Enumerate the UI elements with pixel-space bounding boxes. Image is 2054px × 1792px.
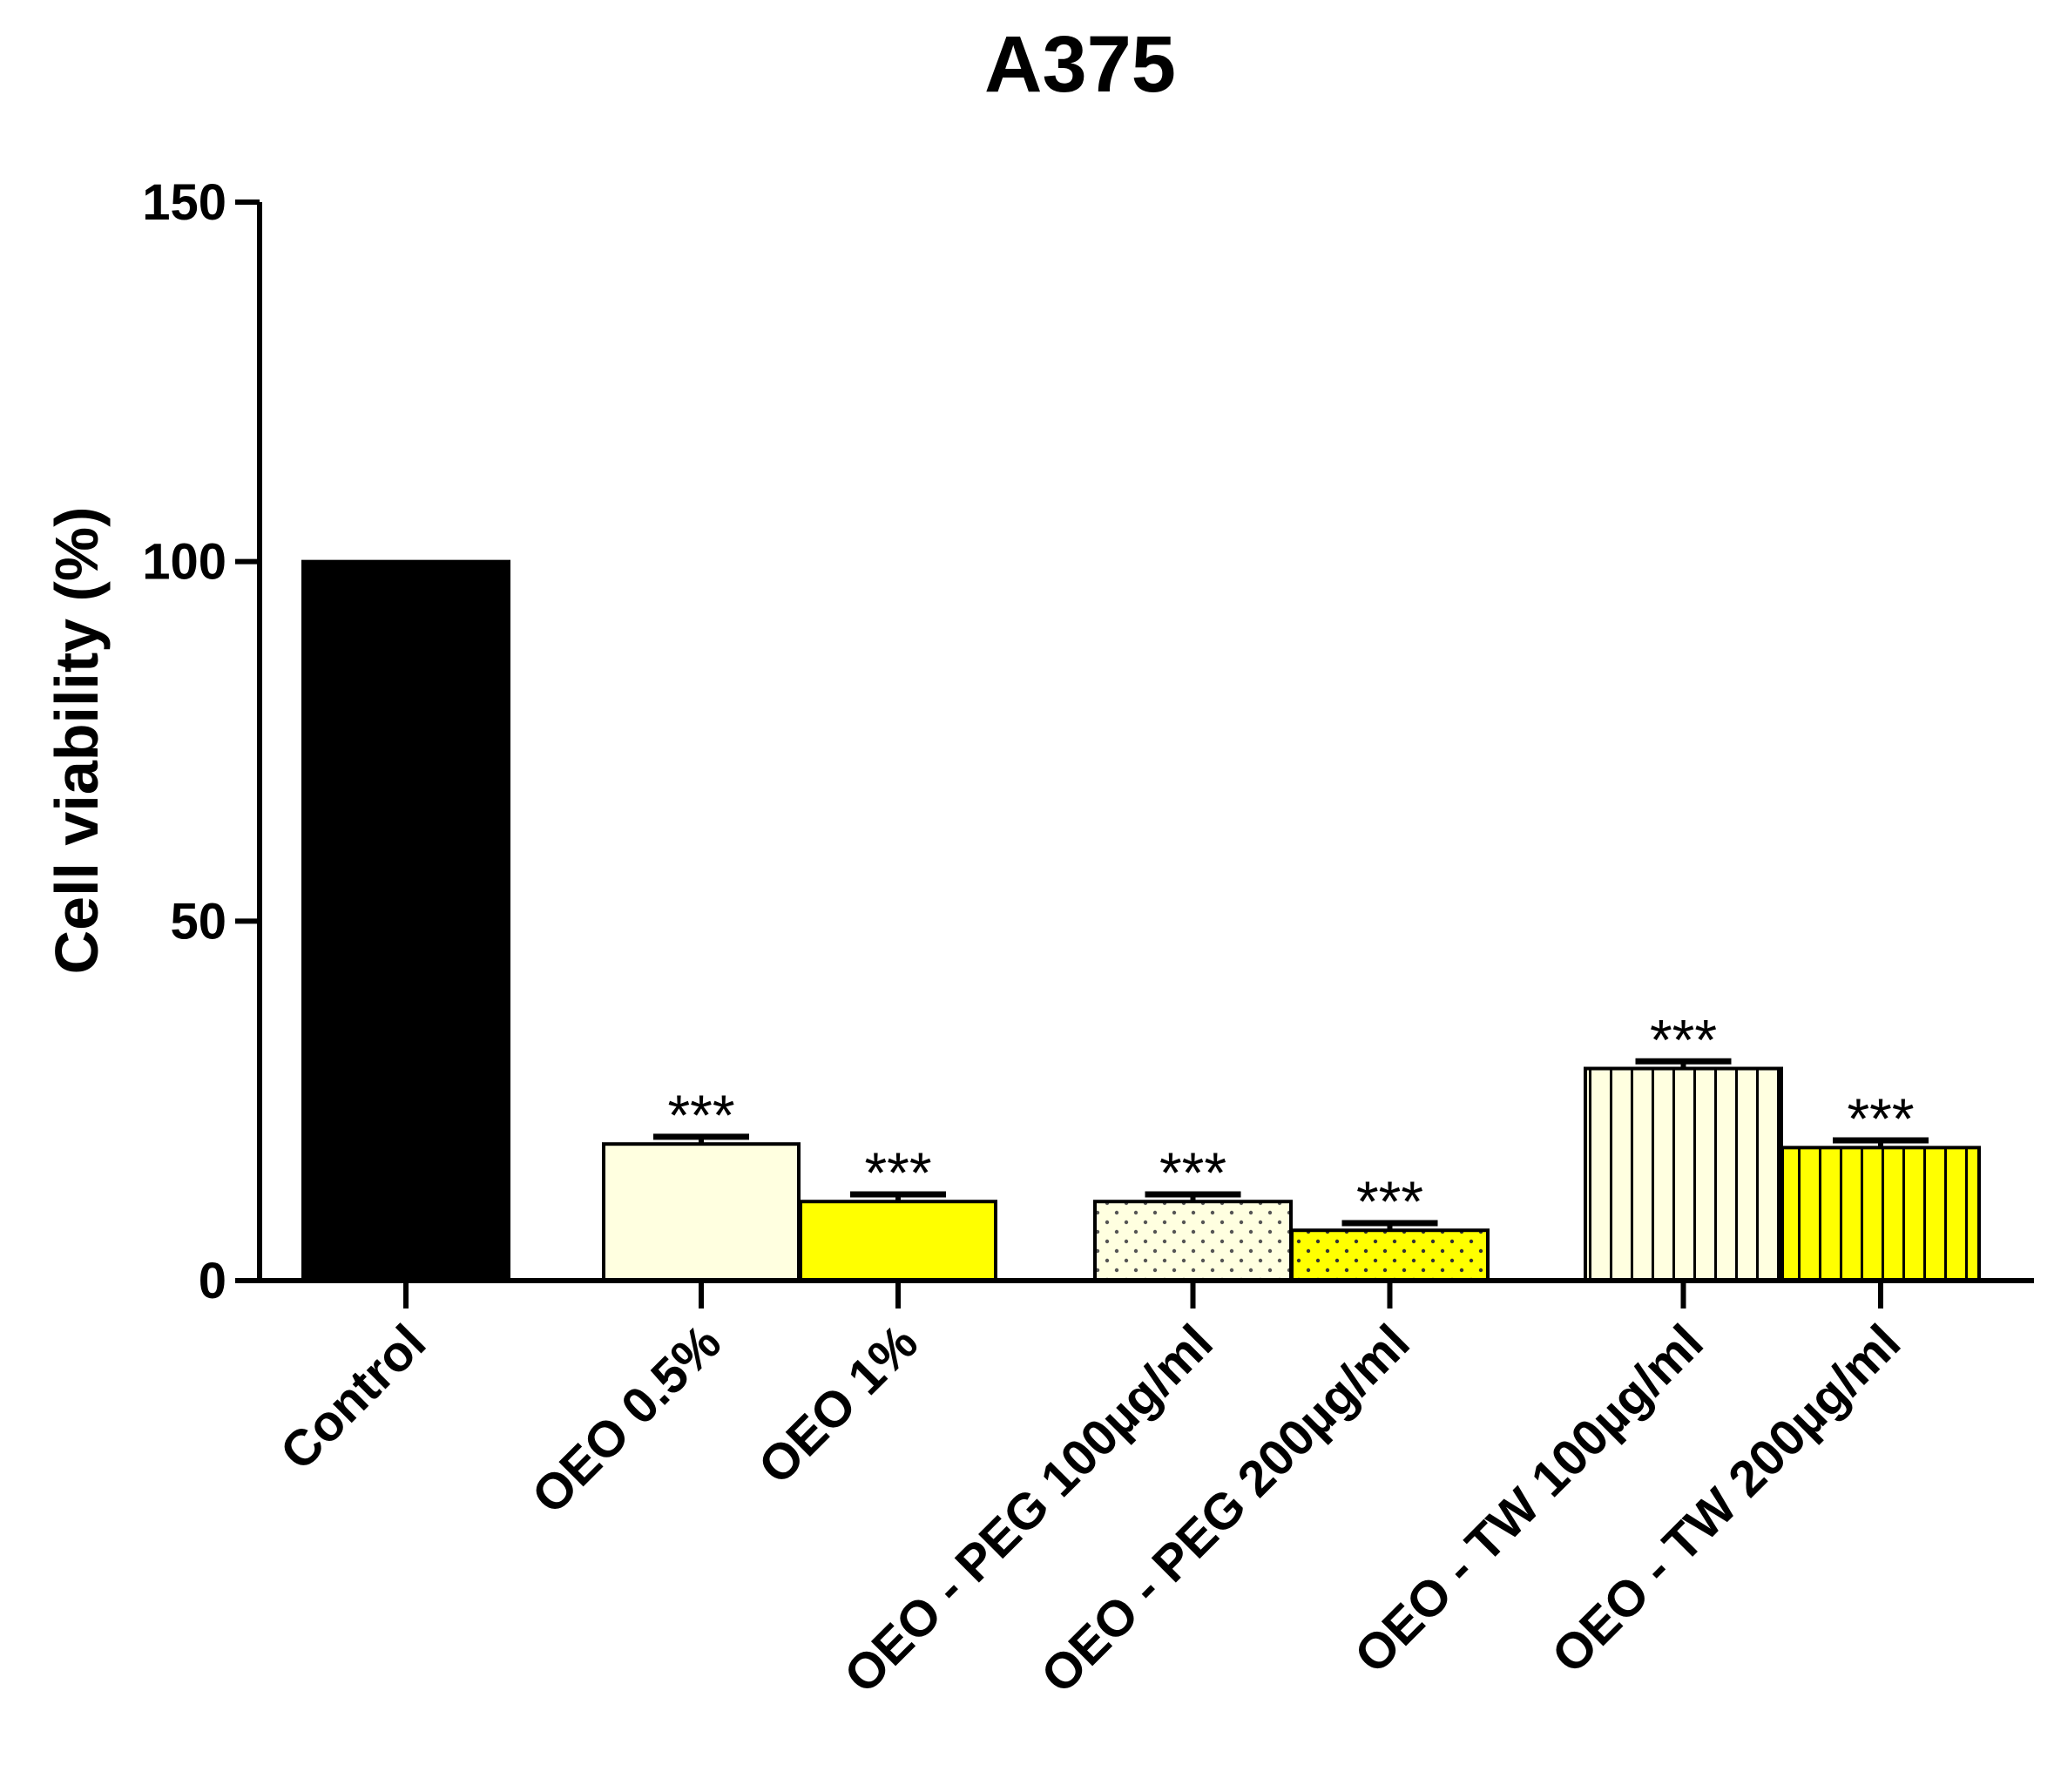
bar-6 (1780, 1146, 1981, 1283)
chart-title: A375 (984, 20, 1176, 109)
x-axis: Control OEO 0.5% OEO 1%OEO - PEG 100µg/mlO… (257, 1278, 2034, 1704)
significance-label-2: *** (864, 1140, 931, 1205)
bar-5 (1584, 1066, 1783, 1282)
x-tick-label-1: OEO 0.5% (521, 1314, 732, 1525)
bars-group: *** *** *** *** *** *** (301, 559, 1981, 1283)
y-tick-label-2: 100 (142, 534, 226, 591)
bar-0 (301, 559, 510, 1282)
x-tick-label-0: Control (269, 1314, 436, 1481)
y-tick-label-1: 50 (170, 893, 226, 950)
significance-label-5: *** (1650, 1007, 1717, 1072)
significance-label-4: *** (1356, 1169, 1423, 1234)
x-tick-label-6: OEO - TW 200µg/ml (1541, 1314, 1911, 1684)
y-axis: 0 50 100 150 (142, 174, 262, 1309)
y-tick-label-0: 0 (199, 1253, 226, 1309)
bar-4 (1290, 1228, 1490, 1283)
bar-2 (799, 1200, 997, 1283)
significance-label-3: *** (1159, 1140, 1226, 1205)
y-axis-label: Cell viability (%) (43, 507, 111, 975)
bar-3 (1093, 1200, 1293, 1283)
bar-1 (602, 1142, 801, 1282)
y-tick-label-3: 150 (142, 174, 226, 231)
x-tick-label-2: OEO 1% (747, 1314, 929, 1495)
significance-label-1: *** (667, 1083, 734, 1147)
significance-label-6: *** (1847, 1086, 1914, 1151)
